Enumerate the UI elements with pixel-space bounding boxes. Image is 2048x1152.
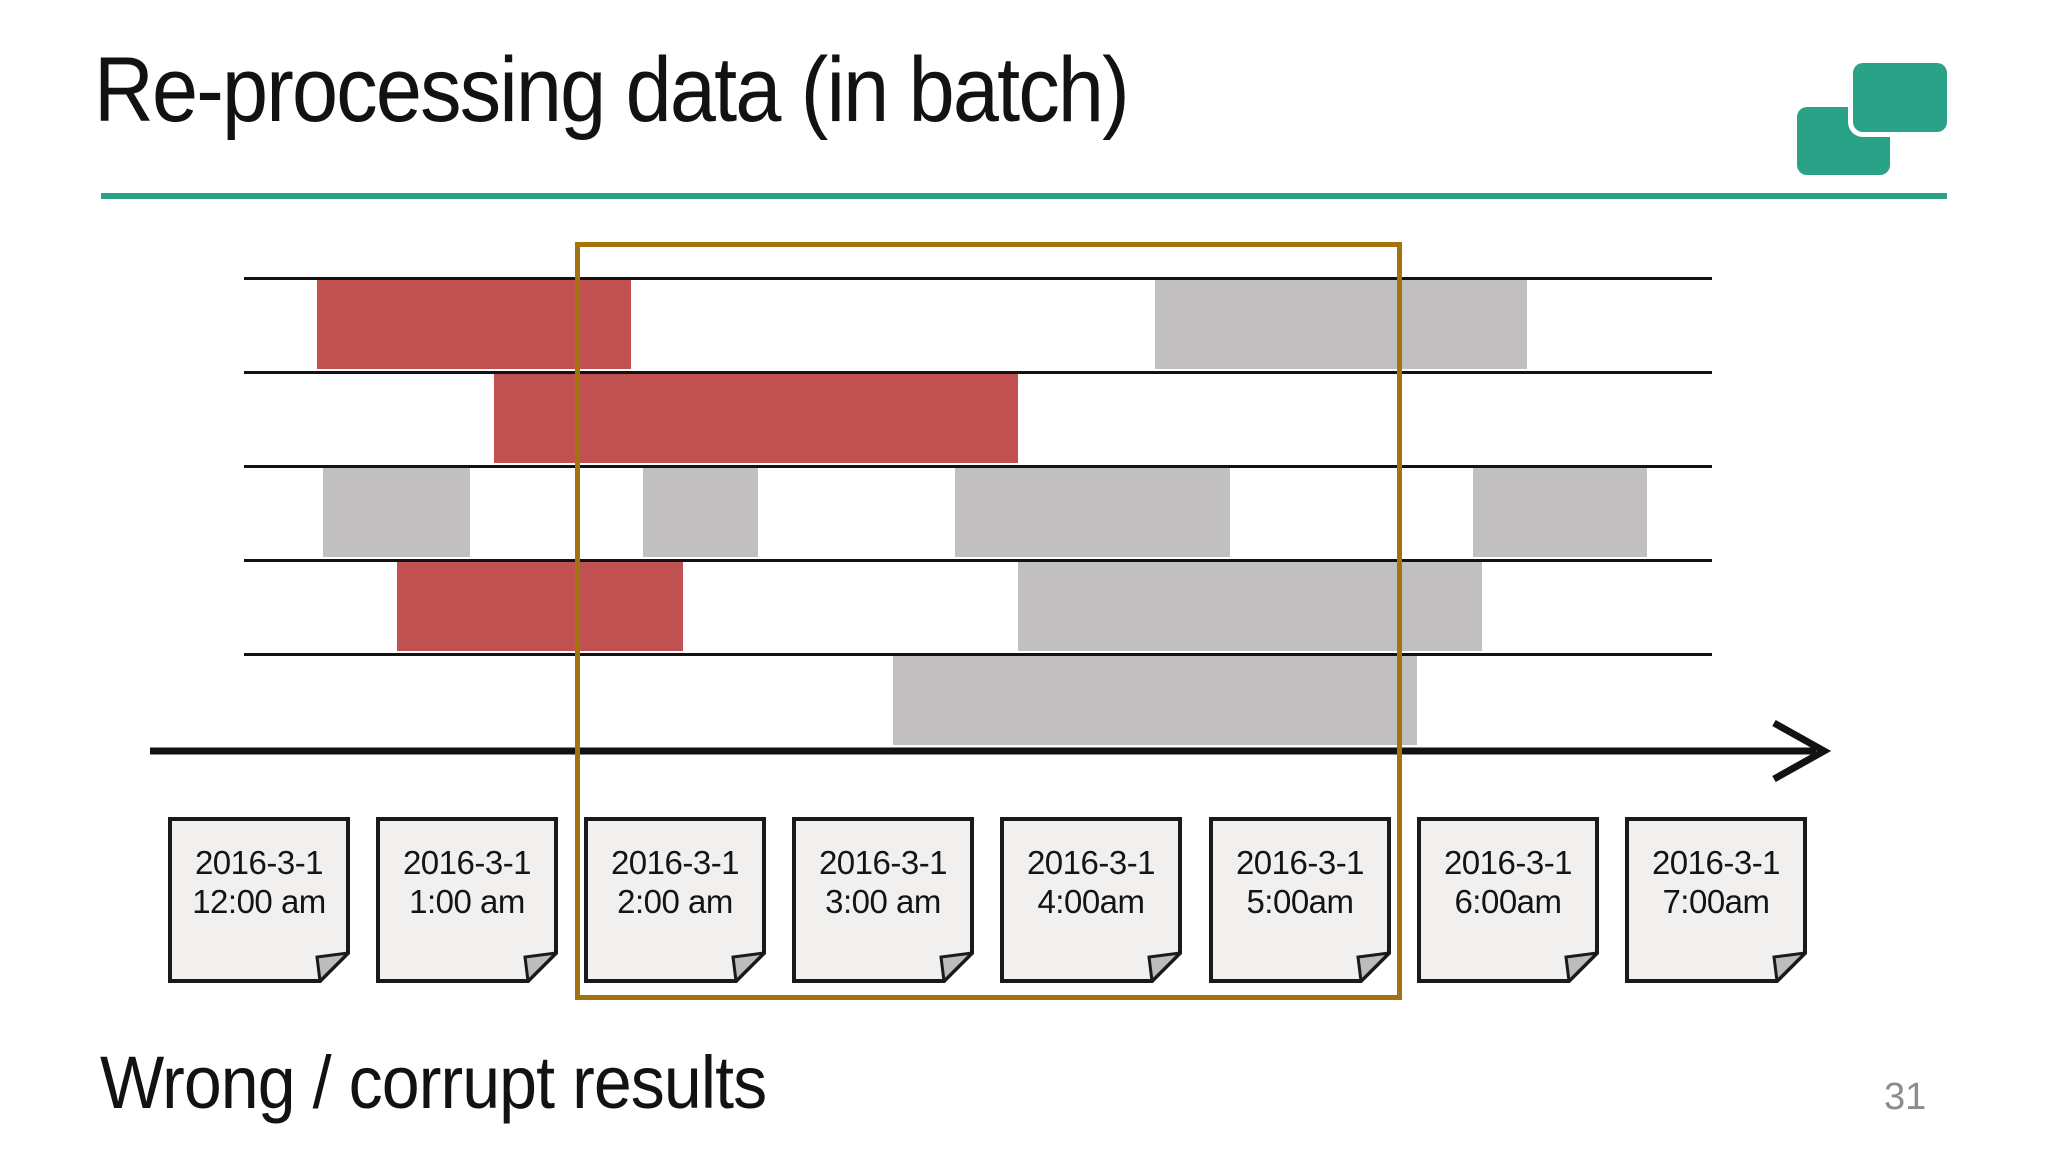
card-date: 2016-3-1 (610, 844, 740, 881)
lane-line (244, 371, 1712, 374)
task-bar-red (494, 374, 1018, 463)
page-title: Re-processing data (in batch) (94, 39, 1130, 141)
card-date: 2016-3-1 (1443, 844, 1573, 881)
note-page-icon (376, 817, 558, 983)
card-label: 2016-3-1 6:00am (1417, 843, 1599, 921)
task-bar-gray (955, 468, 1230, 557)
task-bar-red (397, 562, 683, 651)
lane-line (244, 277, 1712, 280)
note-page-icon (1417, 817, 1599, 983)
card-label: 2016-3-1 2:00 am (584, 843, 766, 921)
note-page-icon (792, 817, 974, 983)
card-time: 12:00 am (192, 883, 326, 920)
task-bar-gray (1473, 468, 1647, 557)
time-axis-arrow (150, 719, 1832, 783)
card-label: 2016-3-1 3:00 am (792, 843, 974, 921)
time-card: 2016-3-1 2:00 am (584, 817, 766, 983)
card-date: 2016-3-1 (1235, 844, 1365, 881)
lane-line (244, 465, 1712, 468)
card-time: 7:00am (1662, 883, 1770, 920)
task-bar-gray (323, 468, 470, 557)
card-date: 2016-3-1 (818, 844, 948, 881)
task-bar-gray (1018, 562, 1482, 651)
time-card: 2016-3-1 7:00am (1625, 817, 1807, 983)
logo-front-square-icon (1853, 63, 1947, 132)
card-time: 2:00 am (617, 883, 733, 920)
task-bar-gray (1155, 280, 1527, 369)
card-label: 2016-3-1 1:00 am (376, 843, 558, 921)
note-page-icon (1000, 817, 1182, 983)
card-time: 6:00am (1454, 883, 1562, 920)
card-date: 2016-3-1 (1651, 844, 1781, 881)
task-bar-gray (643, 468, 758, 557)
lane-line (244, 653, 1712, 656)
note-page-icon (168, 817, 350, 983)
note-page-icon (1625, 817, 1807, 983)
card-date: 2016-3-1 (194, 844, 324, 881)
page-number: 31 (1884, 1076, 1927, 1118)
note-page-icon (584, 817, 766, 983)
task-bar-gray (893, 656, 1417, 745)
time-card: 2016-3-1 5:00am (1209, 817, 1391, 983)
card-date: 2016-3-1 (1026, 844, 1156, 881)
card-label: 2016-3-1 4:00am (1000, 843, 1182, 921)
card-time: 4:00am (1037, 883, 1145, 920)
card-time: 1:00 am (409, 883, 525, 920)
card-date: 2016-3-1 (402, 844, 532, 881)
highlight-box (575, 242, 1402, 1000)
lane-line (244, 559, 1712, 562)
time-card: 2016-3-1 6:00am (1417, 817, 1599, 983)
note-page-icon (1209, 817, 1391, 983)
title-underline (101, 193, 1947, 199)
card-label: 2016-3-1 12:00 am (168, 843, 350, 921)
time-card: 2016-3-1 3:00 am (792, 817, 974, 983)
card-time: 5:00am (1246, 883, 1354, 920)
card-label: 2016-3-1 7:00am (1625, 843, 1807, 921)
caption-text: Wrong / corrupt results (100, 1041, 767, 1124)
card-time: 3:00 am (825, 883, 941, 920)
time-card: 2016-3-1 12:00 am (168, 817, 350, 983)
card-label: 2016-3-1 5:00am (1209, 843, 1391, 921)
time-card: 2016-3-1 4:00am (1000, 817, 1182, 983)
time-card: 2016-3-1 1:00 am (376, 817, 558, 983)
